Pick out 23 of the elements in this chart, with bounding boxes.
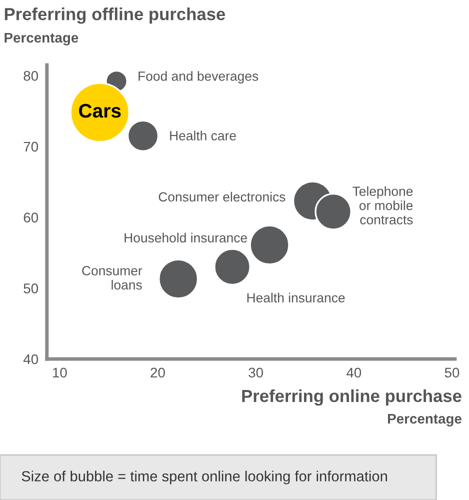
y-axis-title: Percentage bbox=[4, 32, 78, 46]
x-tick-label: 50 bbox=[444, 368, 460, 378]
chart-title: Preferring offline purchase bbox=[4, 8, 226, 24]
annotation: Health care bbox=[170, 130, 236, 140]
x-tick-label: 10 bbox=[52, 368, 67, 378]
y-tick-label: 80 bbox=[24, 70, 38, 81]
x-tick-label: 40 bbox=[346, 368, 362, 378]
annotation: Food and beverages bbox=[138, 71, 258, 84]
y-tick-label: 70 bbox=[24, 142, 38, 152]
y-tick-label: 50 bbox=[24, 283, 38, 294]
y-tick-label: 40 bbox=[23, 354, 38, 364]
annotation: Household insurance bbox=[124, 232, 247, 242]
x-tick-label: 20 bbox=[150, 368, 165, 378]
annotation: Consumer electronics bbox=[158, 192, 286, 202]
x-axis-title: Preferring online purchase bbox=[242, 389, 462, 406]
annotation: Cars bbox=[79, 104, 121, 118]
annotation: Health insurance bbox=[247, 292, 345, 302]
x-tick-label: 30 bbox=[248, 368, 263, 378]
y-tick-label: 60 bbox=[24, 212, 38, 222]
text: Percentage bbox=[388, 414, 462, 426]
text: Size of bubble = time spent online looking for information bbox=[22, 470, 387, 484]
annotation: Telephone or mobile contracts bbox=[352, 186, 413, 224]
annotation: Consumer loans bbox=[82, 266, 142, 290]
